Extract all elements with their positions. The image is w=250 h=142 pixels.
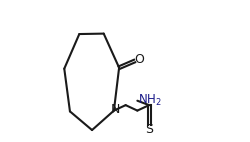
Text: O: O (133, 53, 143, 66)
Text: NH$_2$: NH$_2$ (138, 92, 161, 107)
Text: S: S (144, 123, 152, 136)
Text: N: N (110, 103, 119, 116)
